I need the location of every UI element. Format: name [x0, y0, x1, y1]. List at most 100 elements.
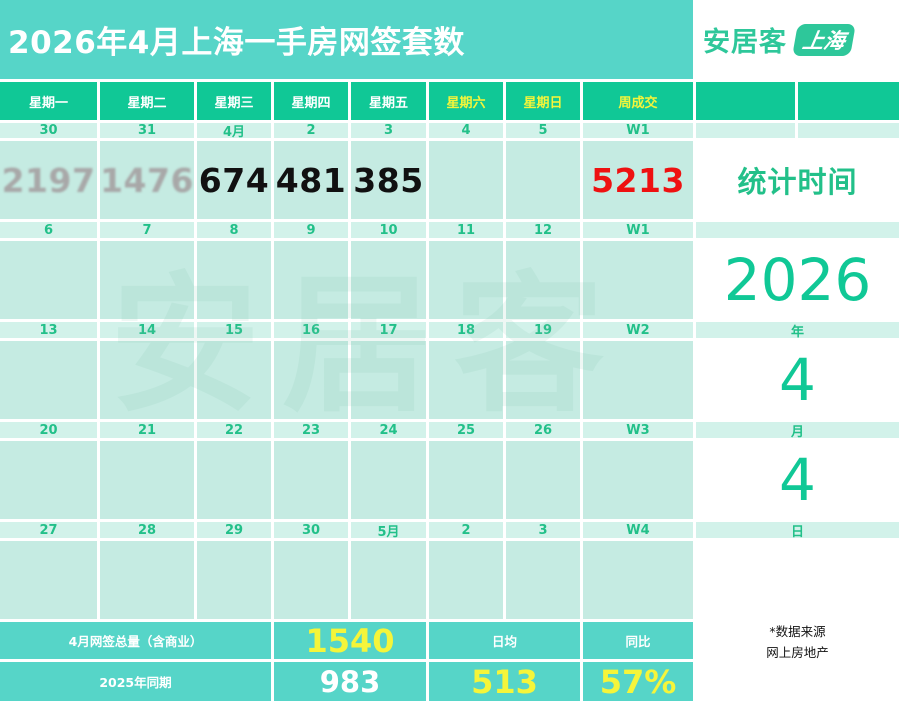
date-label: 26	[506, 422, 580, 438]
day-value-cell	[197, 241, 271, 319]
date-label: 15	[197, 322, 271, 338]
footer-total-label-cell: 4月网签总量（含商业）	[0, 622, 271, 659]
date-label: 19	[506, 322, 580, 338]
week-total-cell	[583, 241, 693, 319]
footer-yoy-label-cell: 同比	[583, 622, 693, 659]
date-label: 3	[351, 123, 426, 138]
date-label: 9	[274, 222, 348, 238]
side-header-cell	[696, 82, 795, 120]
day-value-cell	[429, 541, 503, 619]
day-value-cell: 674	[197, 141, 271, 219]
date-label: 20	[0, 422, 97, 438]
stat-month: 4	[779, 346, 816, 414]
date-label: 12	[506, 222, 580, 238]
day-value-cell	[0, 541, 97, 619]
stat-time-label: 统计时间	[737, 165, 858, 199]
footer-yoy-label: 同比	[625, 634, 651, 649]
day-value-cell	[0, 241, 97, 319]
weekday-header: 星期二	[100, 82, 194, 120]
date-label: 2	[274, 123, 348, 138]
date-label: 2	[429, 522, 503, 538]
date-label: 30	[274, 522, 348, 538]
date-label: 31	[100, 123, 194, 138]
stat-day-box: 4	[696, 441, 899, 519]
side-date-cell	[798, 123, 899, 138]
day-value-cell	[506, 441, 580, 519]
day-value-cell	[429, 341, 503, 419]
day-value-cell	[351, 341, 426, 419]
footer-last-year-label: 2025年同期	[99, 675, 172, 690]
date-label: W2	[583, 322, 693, 338]
day-value-cell	[506, 541, 580, 619]
footer-total-value: 1540	[305, 622, 395, 659]
date-label: 28	[100, 522, 194, 538]
date-label: 13	[0, 322, 97, 338]
data-source-note: *数据来源 网上房地产	[696, 541, 899, 701]
footer-avg-label: 日均	[491, 634, 517, 649]
date-label: 5	[506, 123, 580, 138]
day-value-cell: 1476	[100, 141, 194, 219]
day-value-cell	[197, 341, 271, 419]
day-value-cell	[100, 241, 194, 319]
stat-day-unit: 日	[696, 522, 899, 538]
day-value-cell	[100, 441, 194, 519]
date-label: 10	[351, 222, 426, 238]
weekday-header: 星期一	[0, 82, 97, 120]
date-label: 25	[429, 422, 503, 438]
day-value-cell	[0, 341, 97, 419]
stat-month-box: 4	[696, 341, 899, 419]
side-header-cell	[798, 82, 899, 120]
date-label: 18	[429, 322, 503, 338]
date-label: 22	[197, 422, 271, 438]
date-label: 23	[274, 422, 348, 438]
day-value-cell: 385	[351, 141, 426, 219]
day-value-cell	[506, 341, 580, 419]
day-value-cell: 481	[274, 141, 348, 219]
date-label: W1	[583, 123, 693, 138]
date-label: 21	[100, 422, 194, 438]
day-value: 481	[275, 160, 347, 200]
week-total-cell	[583, 541, 693, 619]
date-label: 3	[506, 522, 580, 538]
day-value-cell	[429, 141, 503, 219]
anjuke-logo: 安居客 上海	[695, 0, 899, 79]
side-date-cell	[696, 123, 795, 138]
date-label: 24	[351, 422, 426, 438]
page-title: 2026年4月上海一手房网签套数	[8, 25, 465, 61]
day-value-cell	[351, 241, 426, 319]
day-value-cell	[100, 541, 194, 619]
logo-text: 安居客	[703, 27, 787, 58]
day-value-cell	[197, 541, 271, 619]
date-label: W1	[583, 222, 693, 238]
day-value-cell	[0, 441, 97, 519]
week-total-value: 5213	[591, 160, 685, 200]
footer-total-label: 4月网签总量（含商业）	[68, 634, 203, 649]
weekday-header: 星期三	[197, 82, 271, 120]
weekday-header: 周成交	[583, 82, 693, 120]
day-value-cell	[351, 441, 426, 519]
date-label: 6	[0, 222, 97, 238]
footer-total-value-cell: 1540	[274, 622, 426, 659]
week-total-cell	[583, 341, 693, 419]
day-value-cell	[506, 141, 580, 219]
day-value: 1476	[100, 160, 194, 200]
stat-year-box: 2026	[696, 241, 899, 319]
date-label: 27	[0, 522, 97, 538]
weekday-header: 星期日	[506, 82, 580, 120]
day-value-cell	[274, 541, 348, 619]
day-value-cell	[100, 341, 194, 419]
weekday-header: 星期四	[274, 82, 348, 120]
week-total-cell: 5213	[583, 141, 693, 219]
footer-last-year-value: 983	[319, 664, 381, 699]
day-value-cell	[274, 341, 348, 419]
footer-avg-value-cell: 513	[429, 662, 580, 701]
footer-last-year-value-cell: 983	[274, 662, 426, 701]
weekday-header: 星期六	[429, 82, 503, 120]
day-value-cell	[429, 441, 503, 519]
day-value-cell	[506, 241, 580, 319]
date-label: 7	[100, 222, 194, 238]
date-label: 29	[197, 522, 271, 538]
day-value-cell	[274, 241, 348, 319]
day-value: 385	[353, 160, 424, 200]
